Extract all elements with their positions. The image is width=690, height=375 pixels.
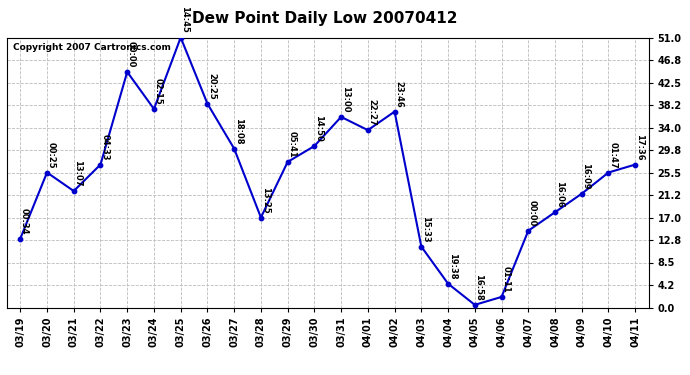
Point xyxy=(95,162,106,168)
Text: 00:00: 00:00 xyxy=(127,41,136,68)
Text: 18:08: 18:08 xyxy=(234,118,243,144)
Text: 13:25: 13:25 xyxy=(261,187,270,213)
Point xyxy=(576,190,587,196)
Point xyxy=(630,162,641,168)
Text: 00:34: 00:34 xyxy=(20,208,29,234)
Point xyxy=(523,228,534,234)
Text: 02:15: 02:15 xyxy=(154,78,163,105)
Point xyxy=(362,127,373,133)
Text: 14:45: 14:45 xyxy=(180,6,189,33)
Text: Dew Point Daily Low 20070412: Dew Point Daily Low 20070412 xyxy=(192,11,457,26)
Point xyxy=(68,188,79,194)
Text: 15:33: 15:33 xyxy=(421,216,430,243)
Text: 13:00: 13:00 xyxy=(341,86,350,113)
Point xyxy=(335,114,346,120)
Point xyxy=(175,34,186,40)
Text: 16:58: 16:58 xyxy=(475,274,484,301)
Text: 16:06: 16:06 xyxy=(555,181,564,208)
Text: 01:47: 01:47 xyxy=(608,142,617,168)
Point xyxy=(121,69,132,75)
Point xyxy=(148,106,159,112)
Point xyxy=(228,146,239,152)
Point xyxy=(496,294,507,300)
Point xyxy=(442,280,453,286)
Text: Copyright 2007 Cartronics.com: Copyright 2007 Cartronics.com xyxy=(13,43,171,52)
Text: 14:50: 14:50 xyxy=(314,115,323,142)
Point xyxy=(549,209,560,215)
Point xyxy=(282,159,293,165)
Text: 05:41: 05:41 xyxy=(287,131,296,158)
Point xyxy=(603,170,614,176)
Text: 00:25: 00:25 xyxy=(47,142,56,168)
Text: 17:36: 17:36 xyxy=(635,134,644,160)
Point xyxy=(416,244,427,250)
Point xyxy=(389,109,400,115)
Point xyxy=(202,100,213,106)
Point xyxy=(469,302,480,308)
Point xyxy=(255,214,266,220)
Point xyxy=(41,170,52,176)
Text: 23:46: 23:46 xyxy=(394,81,403,108)
Text: 20:25: 20:25 xyxy=(207,73,216,99)
Text: 13:07: 13:07 xyxy=(73,160,82,187)
Text: 01:11: 01:11 xyxy=(501,266,510,293)
Text: 04:33: 04:33 xyxy=(100,134,109,160)
Text: 00:00: 00:00 xyxy=(528,200,537,226)
Point xyxy=(14,236,26,242)
Text: 19:38: 19:38 xyxy=(448,253,457,279)
Point xyxy=(309,143,320,149)
Text: 16:09: 16:09 xyxy=(582,163,591,189)
Text: 22:27: 22:27 xyxy=(368,99,377,126)
